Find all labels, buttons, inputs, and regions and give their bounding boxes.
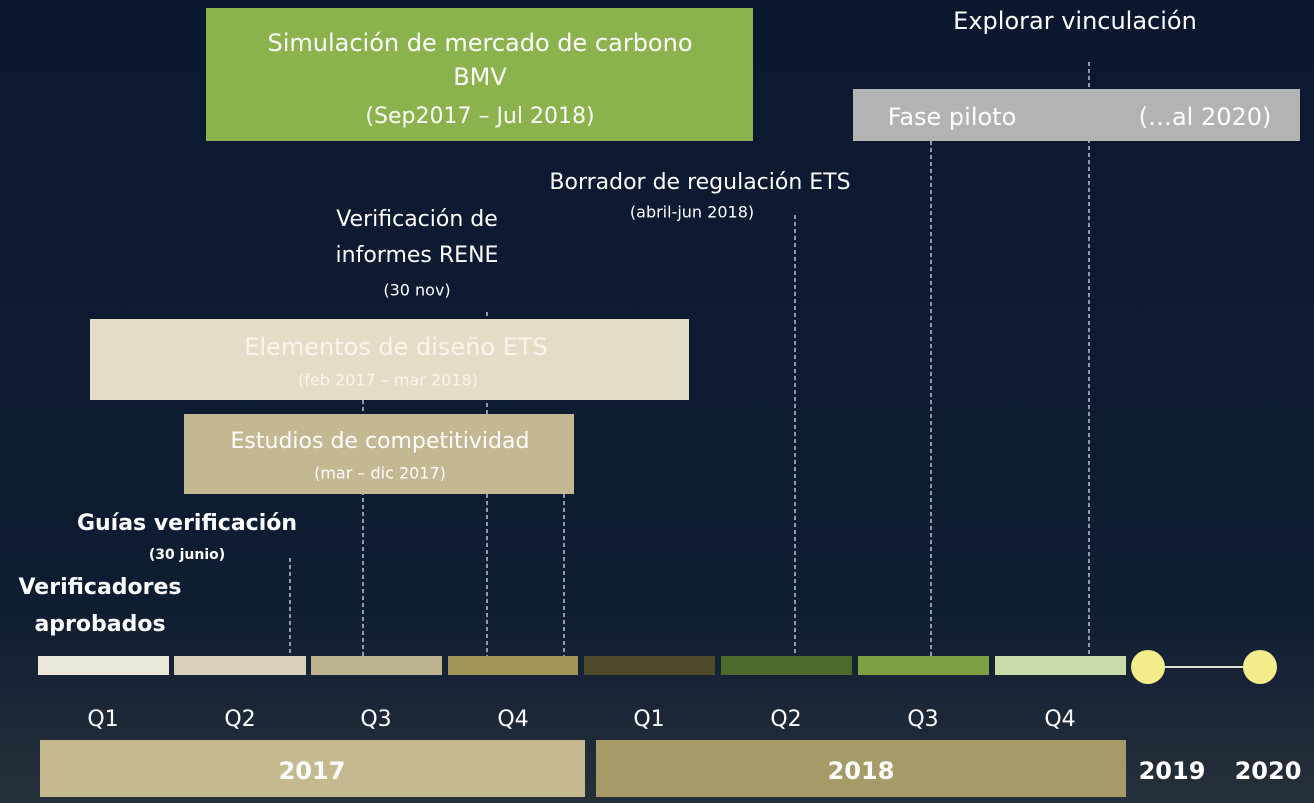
box-text: (feb 2017 – mar 2018): [298, 371, 478, 390]
box-text: Estudios de competitividad: [231, 429, 530, 454]
box-text: BMV: [453, 63, 507, 91]
box-text: (mar – dic 2017): [314, 464, 446, 483]
quarter-label: Q4: [1044, 707, 1075, 732]
quarter-label: Q2: [770, 707, 801, 732]
milestone-label: Verificación de: [336, 207, 498, 232]
milestone-label: Borrador de regulación ETS: [549, 170, 850, 195]
box-text: Elementos de diseño ETS: [244, 333, 548, 361]
quarter-label: Q3: [360, 707, 391, 732]
milestone-label: (30 nov): [383, 281, 450, 300]
box-text: Fase piloto: [888, 103, 1017, 131]
year-label: 2019: [1139, 757, 1206, 785]
quarter-label: Q4: [497, 707, 528, 732]
milestone-label: informes RENE: [336, 243, 499, 268]
timeline: Simulación de mercado de carbono BMV (Se…: [0, 0, 1314, 803]
quarter-label: Q2: [224, 707, 255, 732]
box-text: (…al 2020): [1139, 103, 1272, 131]
box-text: (Sep2017 – Jul 2018): [365, 104, 594, 129]
milestone-label: Guías verificación: [77, 511, 297, 536]
milestone-label: (abril-jun 2018): [630, 203, 754, 222]
year-label: 2017: [279, 757, 346, 785]
quarter-label: Q1: [87, 707, 118, 732]
milestone-label: Verificadores: [18, 575, 181, 600]
year-label: 2020: [1235, 757, 1302, 785]
milestone-label: Explorar vinculación: [953, 7, 1197, 35]
milestone-label: (30 junio): [149, 547, 225, 563]
year-label: 2018: [828, 757, 895, 785]
milestone-label: aprobados: [34, 612, 165, 637]
quarter-label: Q3: [907, 707, 938, 732]
quarter-label: Q1: [633, 707, 664, 732]
box-text: Simulación de mercado de carbono: [267, 29, 692, 57]
